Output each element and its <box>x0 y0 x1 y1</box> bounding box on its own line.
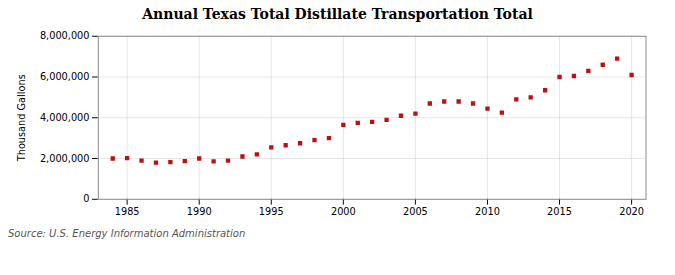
svg-text:0: 0 <box>83 193 89 204</box>
html-text:Source: U.S. Energy Informatio: Source: U.S. Energy Information Administ… <box>8 228 246 240</box>
svg-text:1990: 1990 <box>187 206 212 217</box>
svg-text:2015: 2015 <box>547 206 572 217</box>
svg-text:1985: 1985 <box>115 206 140 217</box>
svg-text:2,000,000: 2,000,000 <box>40 153 90 164</box>
svg-text:2020: 2020 <box>619 206 644 217</box>
svg-text:2000: 2000 <box>331 206 356 217</box>
svg-text:Thousand Gallons: Thousand Gallons <box>16 74 27 162</box>
svg-text:1995: 1995 <box>259 206 284 217</box>
svg-text:2005: 2005 <box>403 206 428 217</box>
svg-text:8,000,000: 8,000,000 <box>40 30 90 41</box>
svg-text:2010: 2010 <box>475 206 500 217</box>
svg-text:4,000,000: 4,000,000 <box>40 112 90 123</box>
svg-text:6,000,000: 6,000,000 <box>40 71 90 82</box>
html-text:Annual Texas Total Distillate: Annual Texas Total Distillate Transporta… <box>142 6 533 22</box>
